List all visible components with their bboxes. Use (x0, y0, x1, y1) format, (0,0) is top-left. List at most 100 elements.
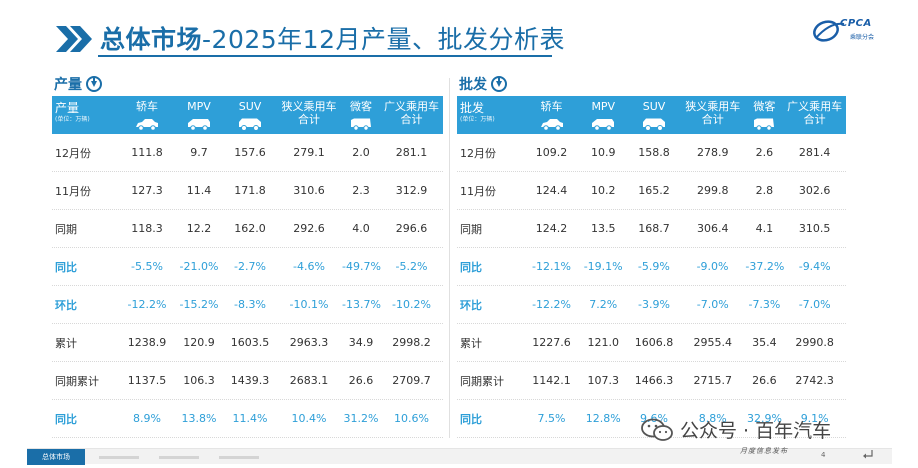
table-cell: 302.6 (798, 184, 831, 197)
table-cell: 2683.1 (289, 374, 329, 387)
header-cell-first: 批发 (单位：万辆) (457, 96, 525, 134)
table-cell: 306.4 (696, 222, 729, 235)
table-row: 累计 1238.9 120.9 1603.5 2963.3 34.9 2998.2 (52, 324, 443, 362)
table-cell: 310.5 (798, 222, 831, 235)
table-cell: 2742.3 (795, 374, 834, 387)
suv-icon (643, 118, 665, 131)
table-row: 同期累计 1137.5 106.3 1439.3 2683.1 26.6 2709.7 (52, 362, 443, 400)
table-cell: 1142.1 (532, 374, 571, 387)
table-cell: 2715.7 (693, 374, 732, 387)
header-label-line1: 微客 (350, 100, 372, 113)
header-first-label: 产量 (55, 101, 80, 115)
table-cell: 157.6 (234, 146, 266, 159)
row-label: 同比 (460, 412, 482, 426)
table-cell: 2.0 (352, 146, 370, 159)
header-label-line1: MPV (591, 100, 616, 113)
row-label: 累计 (55, 336, 77, 350)
suv-icon (239, 118, 261, 131)
table-cell: 1227.6 (532, 336, 571, 349)
table-cell: -8.3% (234, 298, 266, 311)
table-cell: -10.2% (392, 298, 431, 311)
mpv-icon (188, 119, 210, 131)
arrow-down-circle-icon (86, 76, 102, 92)
footer-tab-3[interactable] (153, 449, 207, 465)
table-cell: 127.3 (131, 184, 163, 197)
table-cell: -5.5% (131, 260, 163, 273)
table-cell: 2990.8 (795, 336, 834, 349)
header-cell-3: 狭义乘用车 合计 (680, 96, 746, 134)
sedan-icon (136, 119, 158, 131)
header-label-line2: 合计 (400, 113, 423, 126)
table-row: 同比 -12.1% -19.1% -5.9% -9.0% -37.2% -9.4% (457, 248, 846, 286)
table-cell: -12.2% (127, 298, 167, 311)
header-cell-first: 产量 (单位：万辆) (52, 96, 120, 134)
header-label-line1: 轿车 (540, 100, 563, 113)
table-cell: 310.6 (293, 184, 325, 197)
minivan-icon (754, 118, 775, 131)
header-cell-3: 狭义乘用车 合计 (276, 96, 342, 134)
footer-bar: 总体市场 (27, 448, 892, 465)
footer-tab-2[interactable] (93, 449, 147, 465)
table-row: 环比 -12.2% 7.2% -3.9% -7.0% -7.3% -7.0% (457, 286, 846, 324)
table-cell: 124.2 (535, 222, 568, 235)
table-cell: 312.9 (395, 184, 428, 197)
footer-tab-overall[interactable]: 总体市场 (27, 449, 85, 465)
table-row: 环比 -12.2% -15.2% -8.3% -10.1% -13.7% -10.2% (52, 286, 443, 324)
table-cell: 26.6 (752, 374, 777, 387)
header-cell-5: 广义乘用车 合计 (380, 96, 443, 134)
wholesale-section-title: 批发 (459, 74, 507, 94)
header-cell-2: SUV (628, 96, 680, 134)
table-cell: 107.3 (587, 374, 620, 387)
table-cell: 2.6 (755, 146, 774, 159)
table-cell: 9.1% (800, 412, 829, 425)
table-cell: -21.0% (179, 260, 219, 273)
wholesale-section-label: 批发 (459, 77, 487, 93)
table-cell: 1606.8 (634, 336, 674, 349)
table-cell: 4.1 (755, 222, 774, 235)
table-row: 同期 118.3 12.2 162.0 292.6 4.0 296.6 (52, 210, 443, 248)
table-row: 11月份 124.4 10.2 165.2 299.8 2.8 302.6 (457, 172, 846, 210)
table-cell: 158.8 (638, 146, 670, 159)
table-cell: 1238.9 (127, 336, 167, 349)
table-row: 同期累计 1142.1 107.3 1466.3 2715.7 26.6 2742.3 (457, 362, 846, 400)
header-cell-1: MPV (174, 96, 224, 134)
row-label: 同比 (460, 260, 482, 274)
sedan-icon (540, 119, 563, 131)
table-cell: 109.2 (535, 146, 568, 159)
table-cell: -3.9% (638, 298, 670, 311)
table-cell: 7.5% (537, 412, 566, 425)
unit-label: (单位：万辆) (55, 116, 90, 123)
section-divider (449, 78, 450, 438)
table-cell: 118.3 (131, 222, 163, 235)
row-label: 12月份 (460, 146, 496, 160)
header-label-line2: 合计 (701, 113, 724, 126)
table-cell: 11.4% (232, 412, 268, 425)
unit-label: (单位：万辆) (460, 116, 495, 123)
return-arrow-icon (863, 450, 873, 459)
table-cell: 2.3 (352, 184, 370, 197)
table-cell: 2963.3 (289, 336, 329, 349)
watermark: 公众号 · 百年汽车 (640, 416, 831, 443)
title-underline (98, 55, 552, 57)
table-cell: -7.3% (748, 298, 781, 311)
table-row: 同比 -5.5% -21.0% -2.7% -4.6% -49.7% -5.2% (52, 248, 443, 286)
header-cell-2: SUV (224, 96, 276, 134)
table-cell: 31.2% (343, 412, 379, 425)
header-first-label: 批发 (460, 101, 485, 115)
row-label: 同期累计 (460, 374, 504, 388)
table-cell: 10.2 (591, 184, 616, 197)
page-title: 总体市场-2025年12月产量、批发分析表 (100, 20, 565, 56)
table-cell: 292.6 (293, 222, 325, 235)
table-cell: 11.4 (186, 184, 212, 197)
table-cell: -37.2% (745, 260, 785, 273)
table-cell: 281.1 (395, 146, 428, 159)
table-row: 同比 8.9% 13.8% 11.4% 10.4% 31.2% 10.6% (52, 400, 443, 438)
row-label: 同期 (55, 222, 77, 236)
table-cell: -7.0% (798, 298, 831, 311)
header-label-line1: MPV (187, 100, 211, 113)
footer-tab-4[interactable] (213, 449, 267, 465)
table-cell: -10.1% (289, 298, 329, 311)
header-cell-4: 微客 (746, 96, 784, 134)
header-label-line1: 轿车 (136, 100, 158, 113)
table-cell: 111.8 (131, 146, 163, 159)
